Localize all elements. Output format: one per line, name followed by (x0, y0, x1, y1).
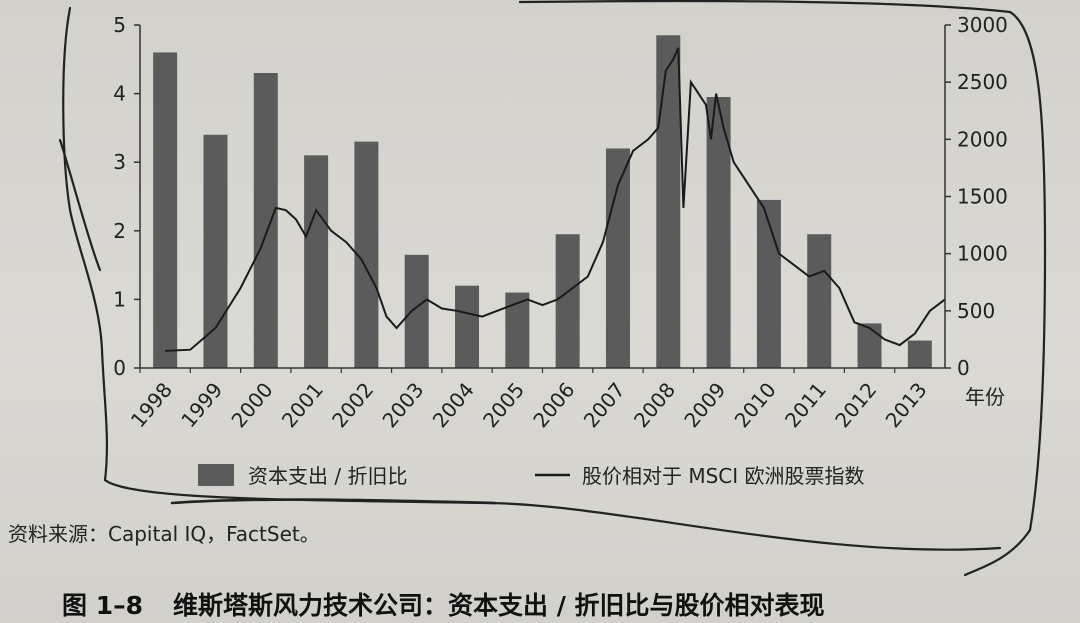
bar-2009 (706, 97, 731, 368)
price-line (165, 47, 946, 352)
x-tick-label-2005: 2005 (478, 378, 529, 432)
bar-2000 (253, 73, 278, 369)
source-note: 资料来源：Capital IQ，FactSet。 (8, 522, 320, 546)
y-tick-label-right: 1500 (957, 185, 1008, 209)
pen-annotation (58, 0, 1047, 577)
x-tick-label-2000: 2000 (227, 378, 278, 432)
bar-2008 (656, 35, 681, 368)
figure-title: 维斯塔斯风力技术公司：资本支出 / 折旧比与股价相对表现 (173, 591, 825, 620)
bar-1998 (153, 52, 178, 368)
legend-bar-label: 资本支出 / 折旧比 (248, 464, 407, 488)
x-tick-label-2001: 2001 (277, 378, 328, 432)
x-tick-label-2002: 2002 (327, 378, 378, 432)
bar-2011 (807, 234, 832, 368)
x-axis-title: 年份 (965, 385, 1005, 409)
legend-bar-swatch (198, 464, 234, 486)
y-tick-label-right: 2500 (957, 70, 1008, 94)
bar-2012 (857, 323, 882, 368)
x-tick-label-2011: 2011 (780, 378, 831, 432)
y-tick-label-left: 2 (113, 219, 126, 243)
bar-2006 (555, 234, 580, 368)
bar-2003 (404, 254, 429, 368)
x-tick-label-2007: 2007 (579, 378, 630, 432)
y-tick-label-right: 1000 (957, 242, 1008, 266)
x-tick-label-1998: 1998 (126, 378, 177, 432)
figure-number: 图 1–8 (62, 591, 143, 620)
y-tick-label-right: 3000 (957, 13, 1008, 37)
bar-2010 (756, 199, 781, 368)
bar-2013 (907, 340, 932, 368)
y-tick-label-right: 2000 (957, 127, 1008, 151)
y-tick-label-left: 1 (113, 287, 126, 311)
x-tick-label-2012: 2012 (830, 378, 881, 432)
bar-2007 (605, 148, 630, 368)
y-tick-label-right: 0 (957, 356, 970, 380)
y-tick-label-right: 500 (957, 299, 995, 323)
x-tick-label-2006: 2006 (528, 378, 579, 432)
x-tick-label-2008: 2008 (629, 378, 680, 432)
bar-2004 (455, 285, 480, 368)
x-tick-label-2003: 2003 (377, 378, 428, 432)
x-tick-label-2004: 2004 (428, 378, 479, 432)
x-tick-label-2013: 2013 (881, 378, 932, 432)
figure-caption: 图 1–8 维斯塔斯风力技术公司：资本支出 / 折旧比与股价相对表现 (62, 586, 825, 622)
bar-2005 (505, 292, 530, 368)
legend: 资本支出 / 折旧比 股价相对于 MSCI 欧洲股票指数 (198, 464, 865, 488)
y-tick-label-left: 3 (113, 150, 126, 174)
x-tick-label-1999: 1999 (176, 378, 227, 432)
x-tick-label-2009: 2009 (679, 378, 730, 432)
y-tick-label-left: 4 (113, 82, 126, 106)
x-tick-label-2010: 2010 (730, 378, 781, 432)
y-tick-label-left: 5 (113, 13, 126, 37)
legend-line-label: 股价相对于 MSCI 欧洲股票指数 (582, 464, 865, 488)
y-tick-label-left: 0 (113, 356, 126, 380)
bar-1999 (203, 134, 228, 368)
bar-2001 (304, 155, 329, 368)
